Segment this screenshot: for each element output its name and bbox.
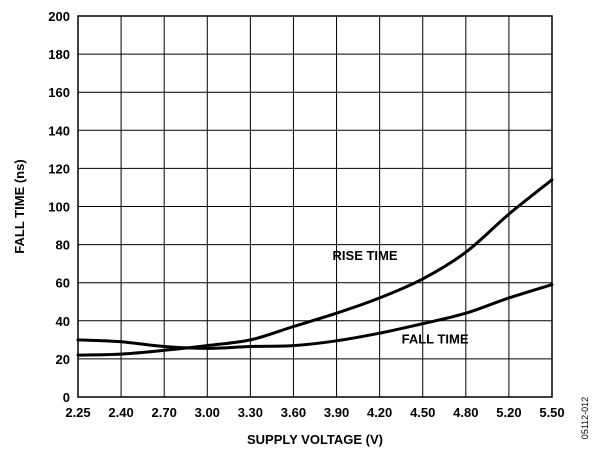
y-tick-label: 0 <box>63 390 70 405</box>
x-tick-label: 2.70 <box>152 405 177 420</box>
figure-id: 05112-012 <box>580 397 590 439</box>
rise-time-line <box>76 178 554 357</box>
rise-time-label: RISE TIME <box>333 248 398 263</box>
fall-time-line <box>76 283 554 350</box>
y-tick-label: 180 <box>48 47 70 62</box>
y-tick-label: 80 <box>56 238 70 253</box>
series-labels: RISE TIME FALL TIME <box>333 248 469 347</box>
y-tick-label: 40 <box>56 314 70 329</box>
y-axis-title: FALL TIME (ns) <box>12 159 27 253</box>
x-tick-label: 3.90 <box>324 405 349 420</box>
y-tick-label: 60 <box>56 276 70 291</box>
x-axis-ticks: 2.25 2.40 2.70 3.00 3.30 3.60 3.90 4.20 4.50 4.80… <box>65 405 564 420</box>
x-tick-label: 4.80 <box>453 405 478 420</box>
x-tick-label: 5.50 <box>539 405 564 420</box>
x-axis-title: SUPPLY VOLTAGE (V) <box>247 432 383 447</box>
grid <box>77 15 553 398</box>
series-lines <box>76 178 554 357</box>
x-tick-label: 5.20 <box>496 405 521 420</box>
x-tick-label: 3.30 <box>238 405 263 420</box>
x-tick-label: 2.25 <box>65 405 90 420</box>
x-tick-label: 4.50 <box>410 405 435 420</box>
plot-frame <box>77 15 553 398</box>
fall-time-label: FALL TIME <box>402 332 469 347</box>
x-tick-label: 3.00 <box>195 405 220 420</box>
x-tick-label: 2.40 <box>108 405 133 420</box>
y-axis-ticks: 0 20 40 60 80 100 120 140 160 180 200 <box>48 9 70 405</box>
y-tick-label: 160 <box>48 85 70 100</box>
y-tick-label: 200 <box>48 9 70 24</box>
y-tick-label: 140 <box>48 123 70 138</box>
y-tick-label: 20 <box>56 352 70 367</box>
y-tick-label: 100 <box>48 200 70 215</box>
x-tick-label: 3.60 <box>281 405 306 420</box>
y-tick-label: 120 <box>48 161 70 176</box>
x-tick-label: 4.20 <box>367 405 392 420</box>
